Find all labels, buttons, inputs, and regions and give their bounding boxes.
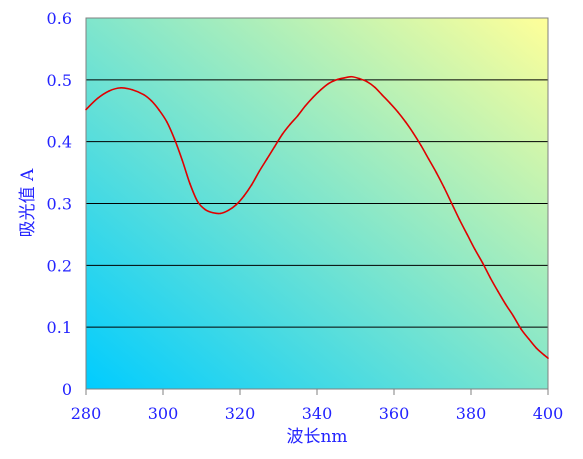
data-point xyxy=(166,121,168,123)
data-points xyxy=(85,75,549,359)
data-point xyxy=(119,87,122,89)
x-tick-label: 320 xyxy=(225,404,256,423)
data-point xyxy=(266,158,268,160)
data-point xyxy=(212,211,214,214)
data-point xyxy=(312,96,314,98)
data-point xyxy=(219,212,222,215)
data-point xyxy=(204,208,207,211)
data-point xyxy=(296,114,299,117)
data-point xyxy=(474,248,476,251)
data-point xyxy=(327,82,330,85)
data-point xyxy=(173,138,176,140)
data-point xyxy=(108,90,110,92)
x-tick-label: 380 xyxy=(456,404,487,423)
data-point xyxy=(343,77,345,79)
data-point xyxy=(458,218,461,221)
data-point xyxy=(527,338,530,340)
data-point xyxy=(250,184,253,186)
data-point xyxy=(85,108,87,111)
data-point xyxy=(427,158,430,160)
data-point xyxy=(543,354,545,356)
y-tick-label: 0.4 xyxy=(47,133,72,152)
data-point xyxy=(450,202,453,205)
y-tick-label: 0 xyxy=(62,380,72,399)
data-point xyxy=(320,88,322,91)
data-point xyxy=(412,132,415,134)
y-tick-label: 0.5 xyxy=(47,71,72,90)
data-point xyxy=(435,171,438,174)
y-tick-label: 0.1 xyxy=(47,318,72,337)
x-axis-ticks: 280 300 320 340 360 380 400 xyxy=(71,389,564,423)
data-point xyxy=(281,133,284,136)
y-tick-label: 0.2 xyxy=(47,256,72,275)
y-axis-title: 吸光值 A xyxy=(18,168,38,237)
x-tick-label: 360 xyxy=(379,404,410,423)
data-point xyxy=(535,347,538,349)
data-point xyxy=(289,123,291,126)
gridlines xyxy=(86,79,548,328)
data-point xyxy=(196,200,199,203)
data-point xyxy=(142,93,145,96)
y-tick-label: 0.3 xyxy=(47,195,72,214)
data-point xyxy=(258,170,261,173)
data-point xyxy=(443,186,445,189)
data-point xyxy=(466,233,468,236)
data-point xyxy=(235,203,237,206)
data-point xyxy=(481,262,484,264)
data-point xyxy=(181,159,184,162)
data-point xyxy=(547,357,549,359)
data-point xyxy=(504,303,507,306)
data-point xyxy=(150,100,153,102)
data-point xyxy=(350,75,353,78)
data-point xyxy=(304,105,307,107)
data-point xyxy=(397,111,399,113)
x-tick-label: 340 xyxy=(302,404,333,423)
data-point xyxy=(512,315,515,317)
y-tick-label: 0.6 xyxy=(47,9,72,28)
data-point xyxy=(335,79,338,81)
data-point xyxy=(366,80,368,83)
x-tick-label: 300 xyxy=(148,404,179,423)
data-point xyxy=(158,109,160,111)
data-point xyxy=(373,86,376,89)
data-point xyxy=(273,145,276,148)
x-tick-label: 280 xyxy=(71,404,102,423)
data-point xyxy=(358,77,361,80)
y-axis-ticks: 0 0.1 0.2 0.3 0.4 0.5 0.6 xyxy=(47,9,72,399)
data-point xyxy=(96,97,99,100)
data-point xyxy=(227,209,230,212)
data-point xyxy=(189,182,191,185)
data-point xyxy=(404,121,407,123)
x-tick-label: 400 xyxy=(533,404,564,423)
data-point xyxy=(520,328,522,330)
data-point xyxy=(243,195,245,197)
data-point xyxy=(131,88,133,91)
data-point xyxy=(389,102,391,105)
data-point xyxy=(381,94,384,97)
data-point xyxy=(497,290,499,293)
data-point xyxy=(420,144,422,147)
data-point xyxy=(489,276,492,279)
x-axis-title: 波长nm xyxy=(286,427,347,447)
